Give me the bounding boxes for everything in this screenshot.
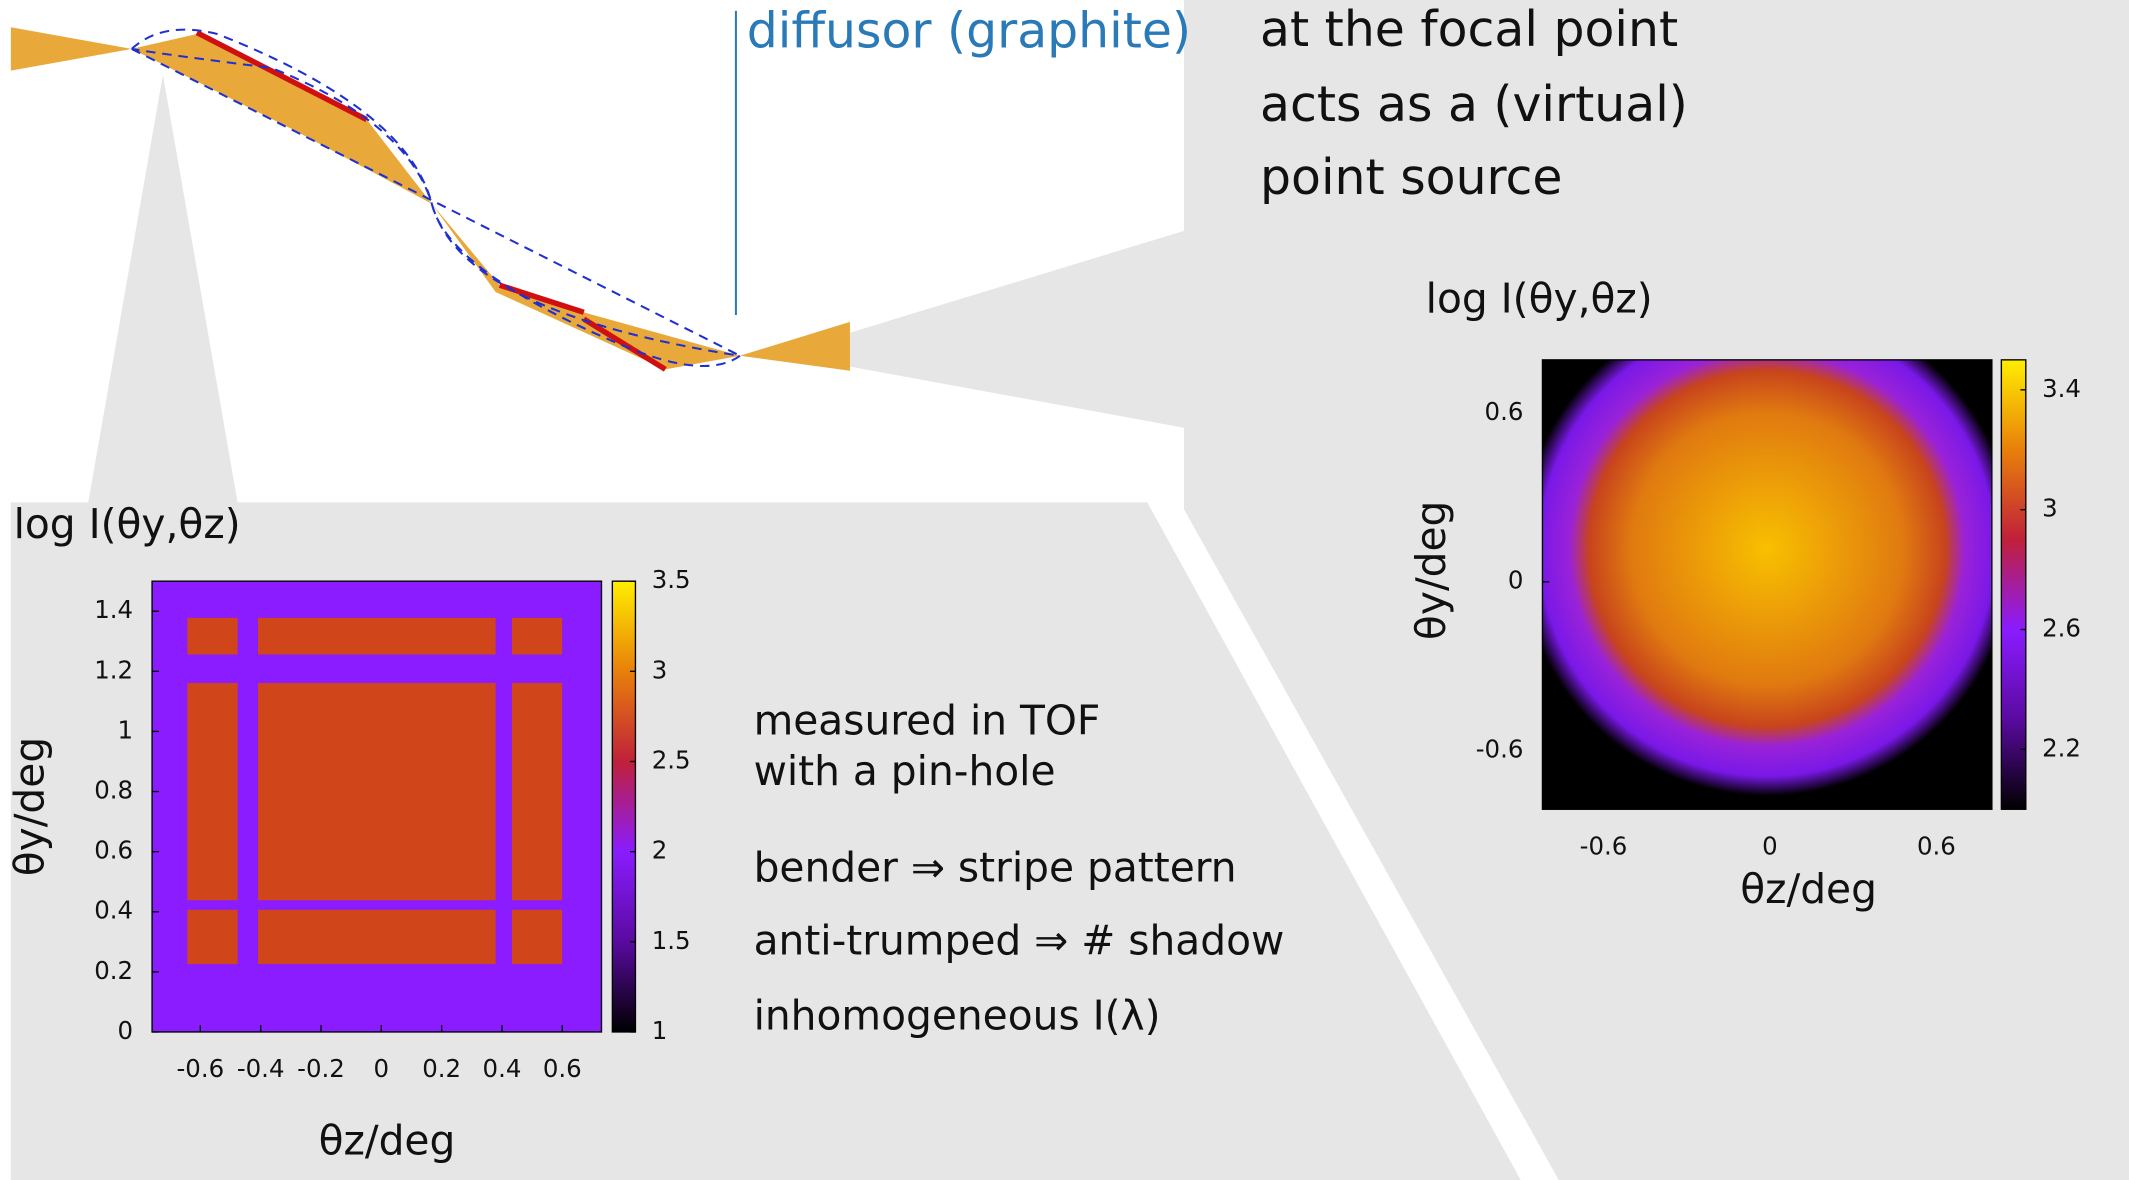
- note: bender ⇒ stripe pattern: [754, 843, 1237, 891]
- slide: diffusor (graphite) at the focal point a…: [0, 0, 2129, 1180]
- colorbar-tick-label: 3: [652, 655, 668, 684]
- colorbar-tick-label: 3: [2042, 494, 2058, 523]
- note: anti-trumped ⇒ # shadow: [754, 917, 1285, 965]
- colorbar-tick-label: 1: [652, 1016, 668, 1045]
- x-tick-label: -0.2: [297, 1054, 345, 1083]
- y-tick-label: 0.8: [94, 776, 133, 805]
- x-tick-label: 0.6: [543, 1054, 582, 1083]
- y-tick-label: 1.2: [94, 655, 133, 684]
- y-tick-label: 1.4: [94, 595, 133, 624]
- x-tick-label: 0: [1762, 831, 1778, 860]
- y-tick-label: 0: [1508, 566, 1524, 595]
- y-tick-label: 0: [118, 1016, 134, 1045]
- x-tick-label: -0.4: [237, 1054, 285, 1083]
- y-tick-label: 0.6: [94, 836, 133, 865]
- annotation: point source: [1260, 149, 1563, 206]
- beam: [11, 27, 132, 70]
- y-tick-label: 0.2: [94, 956, 133, 985]
- x-tick-label: 0.2: [422, 1054, 461, 1083]
- beam: [740, 322, 850, 371]
- x-axis-label: θz/deg: [1740, 865, 1877, 913]
- x-tick-label: 0.6: [1917, 831, 1956, 860]
- x-tick-label: 0.4: [483, 1054, 522, 1083]
- page: diffusor (graphite) at the focal point a…: [0, 0, 2129, 1180]
- y-tick-label: 1: [118, 715, 134, 744]
- beam: [132, 34, 740, 369]
- colorbar-tick-label: 3.4: [2042, 374, 2081, 403]
- x-tick-label: 0: [374, 1054, 390, 1083]
- note: inhomogeneous I(λ): [754, 991, 1161, 1039]
- colorbar-tick-label: 2.2: [2042, 733, 2081, 762]
- y-tick-label: -0.6: [1476, 734, 1524, 763]
- colorbar: [612, 581, 635, 1032]
- chart-title: log I(θy,θz): [1426, 274, 1653, 322]
- y-tick-label: 0.4: [94, 896, 133, 925]
- y-axis-label: θy/deg: [6, 737, 54, 876]
- x-tick-label: -0.6: [176, 1054, 224, 1083]
- colorbar-tick-label: 2.5: [652, 745, 691, 774]
- annotation: acts as a (virtual): [1260, 76, 1688, 133]
- chart-title: log I(θy,θz): [14, 500, 241, 548]
- colorbar-tick-label: 1.5: [652, 926, 691, 955]
- annotation: diffusor (graphite): [747, 2, 1191, 59]
- colorbar-tick-label: 2.6: [2042, 614, 2081, 643]
- heatmap-image: [1542, 360, 1991, 809]
- y-axis-label: θy/deg: [1407, 501, 1455, 640]
- y-tick-label: 0.6: [1485, 397, 1524, 426]
- note: measured in TOF: [754, 697, 1101, 745]
- x-axis-label: θz/deg: [319, 1116, 456, 1164]
- annotation: at the focal point: [1260, 1, 1678, 58]
- colorbar-tick-label: 3.5: [652, 565, 691, 594]
- x-tick-label: -0.6: [1580, 831, 1628, 860]
- colorbar: [2001, 360, 2025, 809]
- heatmap-image: [152, 581, 601, 1032]
- note: with a pin-hole: [754, 747, 1056, 795]
- colorbar-tick-label: 2: [652, 836, 668, 865]
